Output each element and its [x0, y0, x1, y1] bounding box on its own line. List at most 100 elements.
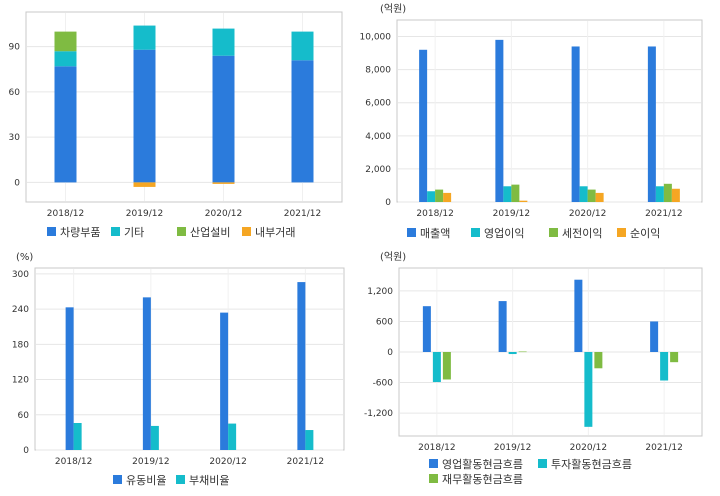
- legend-item[interactable]: 부채비율: [176, 474, 229, 487]
- bar-세전이익-2019/12: [511, 184, 520, 202]
- bar-재무활동현금흐름-2018/12: [442, 352, 451, 380]
- legend-label: 순이익: [630, 227, 660, 240]
- legend-swatch: [549, 228, 558, 237]
- bar-부채비율-2019/12: [150, 425, 159, 450]
- bar-세전이익-2018/12: [435, 189, 444, 202]
- legend-item[interactable]: 영업활동현금흐름: [429, 457, 523, 471]
- legend-swatch: [47, 227, 56, 236]
- bar-매출액-2021/12: [647, 46, 656, 202]
- legend-swatch: [177, 227, 186, 236]
- legend-item[interactable]: 기타: [111, 226, 144, 239]
- y-tick-label: 600: [376, 317, 393, 327]
- legend-item[interactable]: 영업이익: [471, 227, 524, 240]
- y-tick-label: 8,000: [365, 66, 391, 76]
- bar-기타-2019/12: [133, 25, 156, 50]
- bar-차량부품-2018/12: [54, 66, 77, 183]
- bar-영업활동현금흐름-2021/12: [650, 321, 659, 352]
- bar-영업이익-2019/12: [503, 186, 512, 202]
- bar-유동비율-2019/12: [142, 297, 151, 450]
- legend-item[interactable]: 투자활동현금흐름: [538, 457, 632, 471]
- x-tick-label: 2019/12: [132, 457, 169, 467]
- legend-label: 매출액: [420, 227, 450, 240]
- bar-투자활동현금흐름-2021/12: [660, 352, 669, 381]
- bar-매출액-2019/12: [495, 39, 504, 202]
- y-tick-label: 0: [385, 198, 391, 208]
- bar-투자활동현금흐름-2020/12: [584, 352, 593, 427]
- y-tick-label: 240: [12, 305, 29, 315]
- plot-frame: [25, 11, 343, 203]
- legend-label: 영업활동현금흐름: [442, 457, 523, 471]
- legend-label: 기타: [124, 226, 144, 239]
- bar-유동비율-2018/12: [65, 307, 74, 450]
- x-tick-label: 2021/12: [287, 457, 324, 467]
- chart-panel-1: 0 30 60 90 2018/12 2019/12 2020/12 2021/12 차량부품 기…: [9, 11, 343, 239]
- bar-영업활동현금흐름-2019/12: [498, 301, 507, 352]
- y-tick-label: 30: [9, 133, 21, 143]
- bar-기타-2018/12: [54, 51, 77, 67]
- bar-차량부품-2020/12: [212, 55, 235, 183]
- legend-item[interactable]: 차량부품: [47, 226, 100, 239]
- y-tick-label: 0: [14, 178, 20, 188]
- y-tick-label: 120: [12, 376, 29, 386]
- bar-영업활동현금흐름-2020/12: [574, 279, 583, 352]
- x-tick-label: 2018/12: [55, 457, 92, 467]
- bar-유동비율-2020/12: [220, 312, 229, 450]
- y-tick-label: 1,200: [367, 287, 393, 297]
- chart-panel-2: 0 2,000 4,000 6,000 8,000 10,000 2018/12 2019/1…: [360, 3, 703, 240]
- y-tick-label: -600: [373, 379, 394, 389]
- legend-item[interactable]: 세전이익: [549, 227, 602, 240]
- bar-재무활동현금흐름-2019/12: [518, 351, 527, 353]
- y-tick-label: -1,200: [364, 409, 393, 419]
- bar-부채비율-2020/12: [228, 423, 237, 450]
- bar-재무활동현금흐름-2020/12: [594, 352, 603, 369]
- bar-부채비율-2021/12: [305, 430, 314, 450]
- legend-label: 부채비율: [189, 474, 229, 487]
- legend-swatch: [617, 228, 626, 237]
- y-tick-label: 2,000: [365, 165, 391, 175]
- chart-panel-4: -1,200 -600 0 600 1,200 2018/12 2019/12 2020/12…: [364, 251, 703, 486]
- bar-순이익-2021/12: [671, 188, 680, 202]
- x-tick-label: 2021/12: [645, 443, 682, 453]
- bar-세전이익-2021/12: [663, 183, 672, 202]
- bar-기타-2021/12: [291, 31, 314, 61]
- legend-item[interactable]: 순이익: [617, 227, 660, 240]
- y-tick-label: 6,000: [365, 99, 391, 109]
- legend-label: 세전이익: [562, 227, 602, 240]
- x-tick-label: 2019/12: [494, 443, 531, 453]
- legend-item[interactable]: 유동비율: [113, 474, 166, 487]
- y-tick-label: 300: [12, 270, 29, 280]
- bar-영업이익-2020/12: [579, 186, 588, 202]
- legend-swatch: [429, 459, 438, 468]
- legend-item[interactable]: 재무활동현금흐름: [429, 472, 523, 486]
- legend-swatch: [242, 227, 251, 236]
- unit-label: (억원): [380, 3, 406, 15]
- y-tick-label: 60: [9, 88, 21, 98]
- bar-내부거래-2020/12: [212, 182, 235, 184]
- y-tick-label: 0: [23, 446, 29, 456]
- legend-swatch: [538, 459, 547, 468]
- legend-swatch: [471, 228, 480, 237]
- legend-label: 재무활동현금흐름: [442, 472, 523, 486]
- bar-순이익-2018/12: [443, 192, 452, 202]
- legend-item[interactable]: 내부거래: [242, 226, 295, 239]
- bar-산업설비-2018/12: [54, 31, 77, 52]
- x-tick-label: 2020/12: [209, 457, 246, 467]
- legend-swatch: [176, 475, 185, 484]
- x-tick-label: 2019/12: [126, 209, 163, 219]
- x-tick-label: 2018/12: [418, 443, 455, 453]
- bar-재무활동현금흐름-2021/12: [670, 352, 679, 363]
- x-tick-label: 2018/12: [47, 209, 84, 219]
- y-tick-label: 0: [387, 348, 393, 358]
- legend-item[interactable]: 매출액: [407, 227, 450, 240]
- bar-매출액-2018/12: [419, 49, 428, 203]
- y-tick-label: 4,000: [365, 132, 391, 142]
- unit-label: (억원): [380, 251, 406, 263]
- legend-swatch: [429, 474, 438, 483]
- bar-부채비율-2018/12: [73, 422, 82, 450]
- bar-순이익-2020/12: [595, 192, 604, 202]
- unit-label: (%): [16, 252, 33, 263]
- bar-투자활동현금흐름-2019/12: [508, 352, 517, 355]
- legend-label: 산업설비: [190, 226, 230, 239]
- legend-label: 유동비율: [126, 474, 166, 487]
- legend-item[interactable]: 산업설비: [177, 226, 230, 239]
